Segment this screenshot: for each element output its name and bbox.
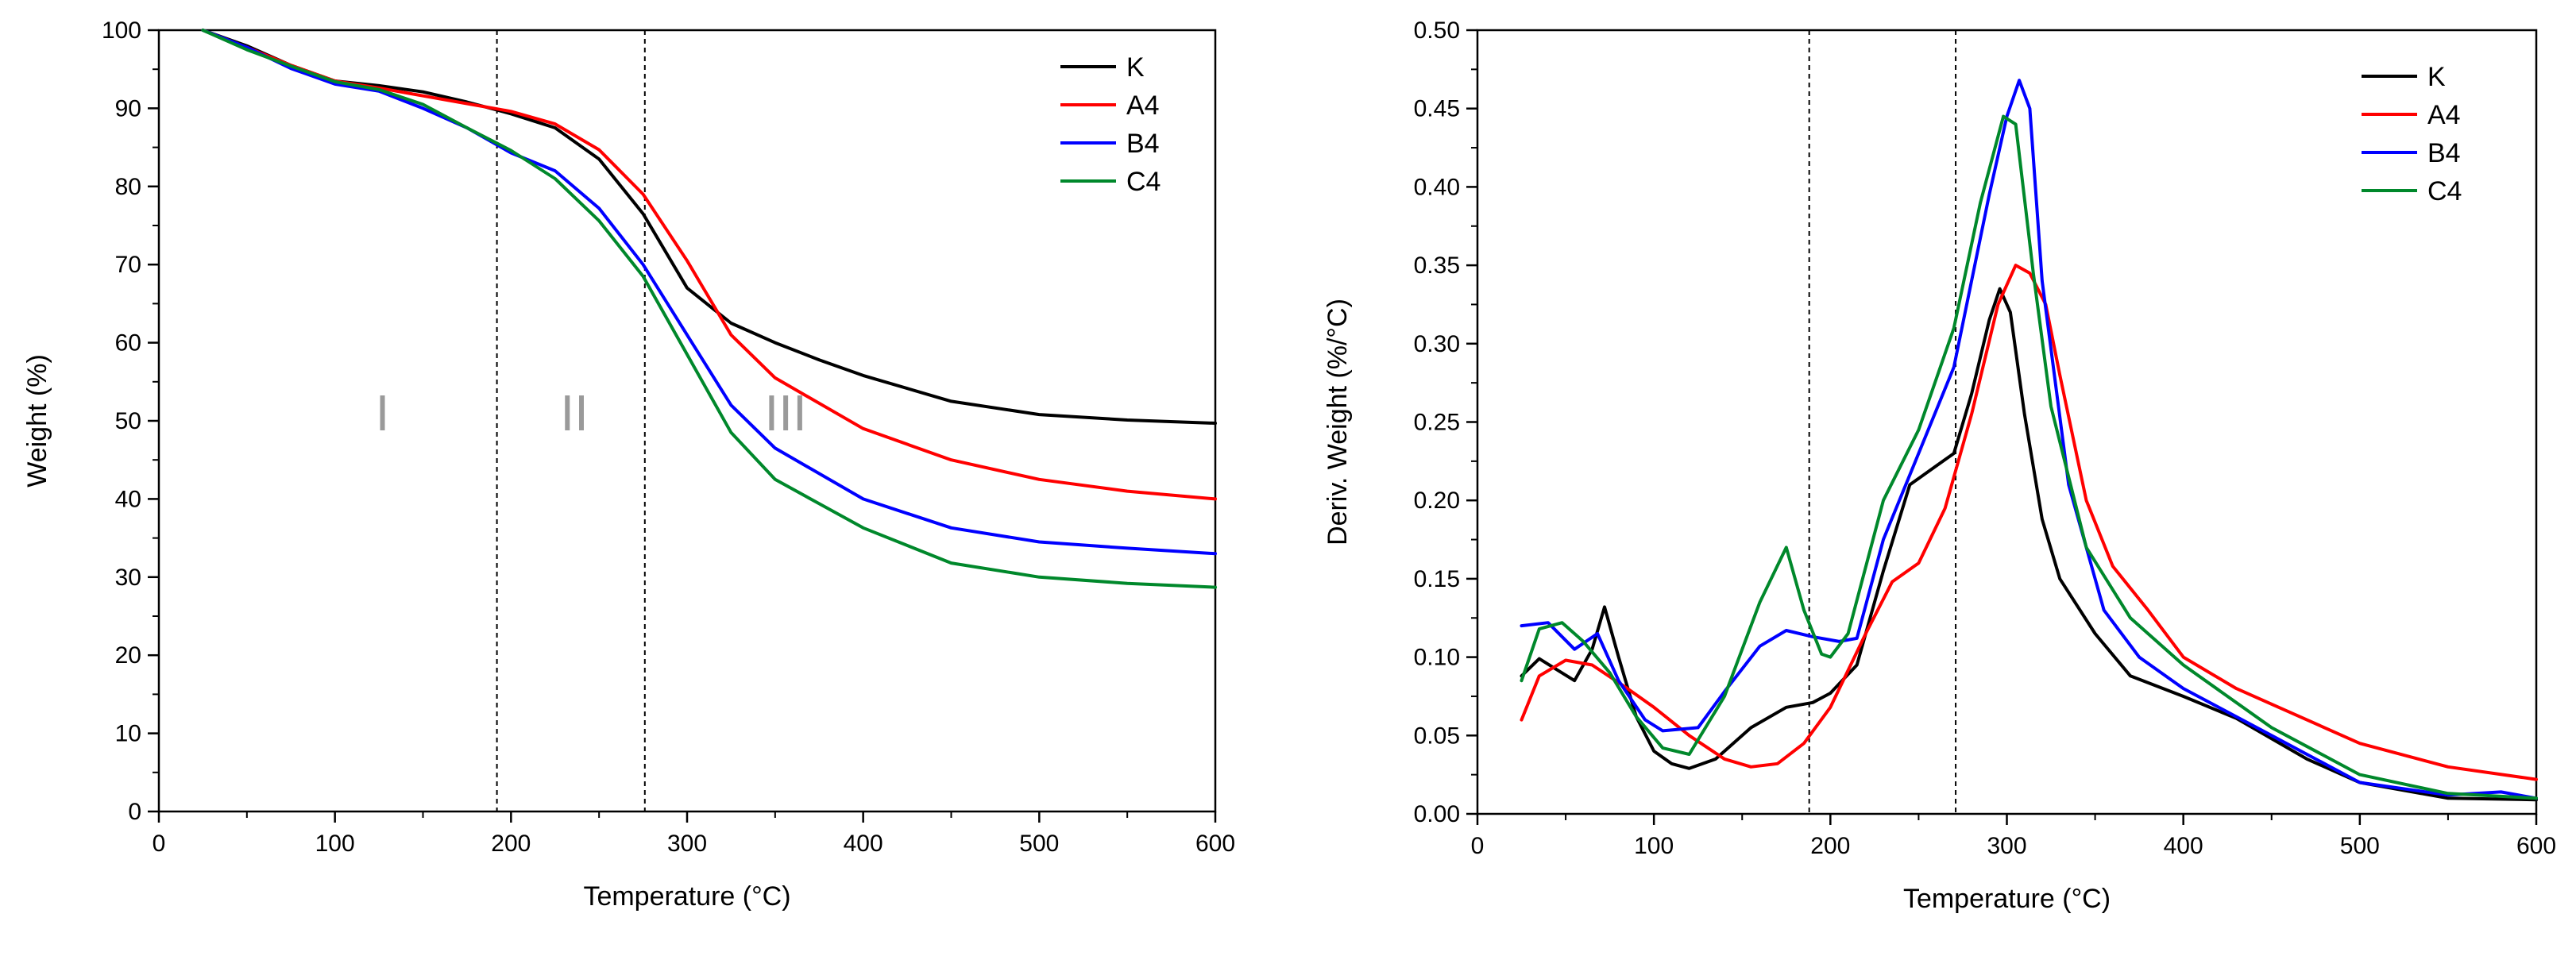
- y-tick-label: 10: [115, 721, 141, 747]
- y-tick-label: 90: [115, 95, 141, 121]
- y-tick-label: 0.10: [1414, 645, 1460, 671]
- legend-label: K: [1126, 52, 1145, 83]
- y-tick-label: 70: [115, 252, 141, 278]
- y-tick-label: 0.45: [1414, 96, 1460, 122]
- y-tick-label: 50: [115, 408, 141, 434]
- x-tick-label: 200: [491, 831, 531, 857]
- x-tick-label: 500: [1019, 831, 1059, 857]
- x-tick-label: 600: [2516, 833, 2556, 859]
- y-tick-label: 0.20: [1414, 488, 1460, 514]
- y-tick-label: 0.35: [1414, 252, 1460, 279]
- legend: K A4 B4 C4: [1060, 52, 1161, 197]
- x-axis-title: Temperature (°C): [583, 881, 790, 912]
- region-label: II: [560, 384, 589, 441]
- chart-2: 0 100 200 300 400 500 600 0.00 0.05 0.10 0.15 0.20 0…: [1323, 17, 2556, 914]
- legend-label: A4: [2427, 100, 2461, 130]
- y-tick-label: 80: [115, 174, 141, 200]
- series-line-c4: [1520, 114, 2538, 800]
- x-tick-label: 100: [315, 831, 355, 857]
- region-label: III: [764, 384, 806, 441]
- y-tick-label: 0.05: [1414, 723, 1460, 749]
- series-line-a4: [201, 29, 1217, 501]
- y-tick-label: 0.25: [1414, 410, 1460, 436]
- legend-label: B4: [1126, 129, 1160, 159]
- series-line-k: [1520, 287, 2538, 802]
- y-tick-label: 0: [128, 799, 141, 825]
- x-tick-label: 600: [1195, 831, 1235, 857]
- y-axis-title: Weight (%): [22, 354, 52, 488]
- y-tick-label: 20: [115, 642, 141, 669]
- y-tick-label: 0.15: [1414, 566, 1460, 592]
- series-line-c4: [201, 29, 1217, 589]
- plot-frame: [157, 29, 1217, 813]
- x-tick-label: 300: [667, 831, 707, 857]
- y-axis-title: Deriv. Weight (%/°C): [1323, 299, 1353, 545]
- x-tick-label: 0: [1471, 833, 1485, 859]
- series-line-k: [201, 29, 1217, 425]
- y-tick-label: 60: [115, 330, 141, 357]
- legend-label: C4: [2427, 176, 2462, 206]
- series-line-a4: [1520, 264, 2538, 781]
- y-tick-label: 0.00: [1414, 801, 1460, 827]
- legend-label: A4: [1126, 91, 1160, 121]
- x-tick-label: 500: [2340, 833, 2380, 859]
- y-tick-label: 0.50: [1414, 17, 1460, 44]
- legend-label: K: [2427, 62, 2446, 92]
- series-line-b4: [1520, 79, 2538, 800]
- x-tick-label: 200: [1810, 833, 1850, 859]
- x-axis-title: Temperature (°C): [1903, 884, 2111, 914]
- legend-label: B4: [2427, 138, 2461, 168]
- x-tick-label: 400: [844, 831, 883, 857]
- legend-label: C4: [1126, 167, 1161, 197]
- legend: K A4 B4 C4: [2362, 62, 2462, 206]
- region-label: I: [376, 384, 390, 441]
- x-tick-label: 300: [1987, 833, 2026, 859]
- x-tick-label: 100: [1634, 833, 1674, 859]
- y-tick-label: 0.30: [1414, 331, 1460, 357]
- y-tick-label: 0.40: [1414, 174, 1460, 200]
- series-line-b4: [201, 29, 1217, 556]
- chart-1: 0 100 200 300 400 500 600 0 10 20 30 40 50 60 70 80 90 10…: [22, 17, 1235, 912]
- y-tick-label: 30: [115, 565, 141, 591]
- x-tick-label: 400: [2164, 833, 2203, 859]
- y-tick-label: 100: [102, 17, 141, 44]
- y-tick-label: 40: [115, 486, 141, 512]
- x-tick-label: 0: [153, 831, 166, 857]
